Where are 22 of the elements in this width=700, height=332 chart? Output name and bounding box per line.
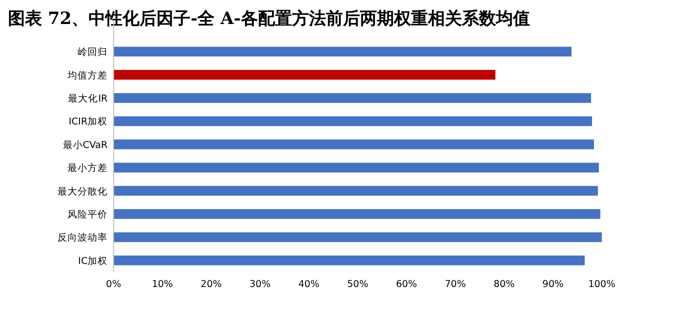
y-tick-label: 最小CVaR (62, 138, 108, 151)
y-tick-label: IC加权 (78, 254, 108, 267)
y-tick-label: 岭回归 (78, 46, 108, 58)
y-tick-label: 最大分散化 (58, 185, 108, 198)
y-tick-label: ICIR加权 (68, 116, 108, 128)
x-tick-label: 60% (396, 279, 418, 290)
x-tick-label: 10% (152, 279, 173, 290)
x-tick-label: 90% (542, 279, 564, 290)
x-tick-label: 20% (200, 279, 222, 290)
x-tick-label: 100% (588, 279, 616, 290)
y-tick-label: 反向波动率 (58, 232, 108, 244)
x-tick-label: 0% (106, 279, 122, 290)
title: 图表 72、中性化后因子-全 A-各配置方法前后两期权重相关系数均值 (8, 9, 530, 29)
x-tick-label: 40% (298, 279, 320, 290)
y-tick-label: 最小方差 (68, 162, 108, 174)
y-tick-label: 均值方差 (66, 69, 108, 82)
x-tick-label: 80% (494, 279, 515, 290)
x-tick-label: 70% (444, 279, 466, 290)
x-tick-label: 30% (249, 279, 271, 290)
y-tick-label: 最大化IR (68, 92, 108, 104)
y-tick-label: 风险平价 (68, 208, 108, 220)
x-tick-label: 50% (347, 279, 368, 290)
